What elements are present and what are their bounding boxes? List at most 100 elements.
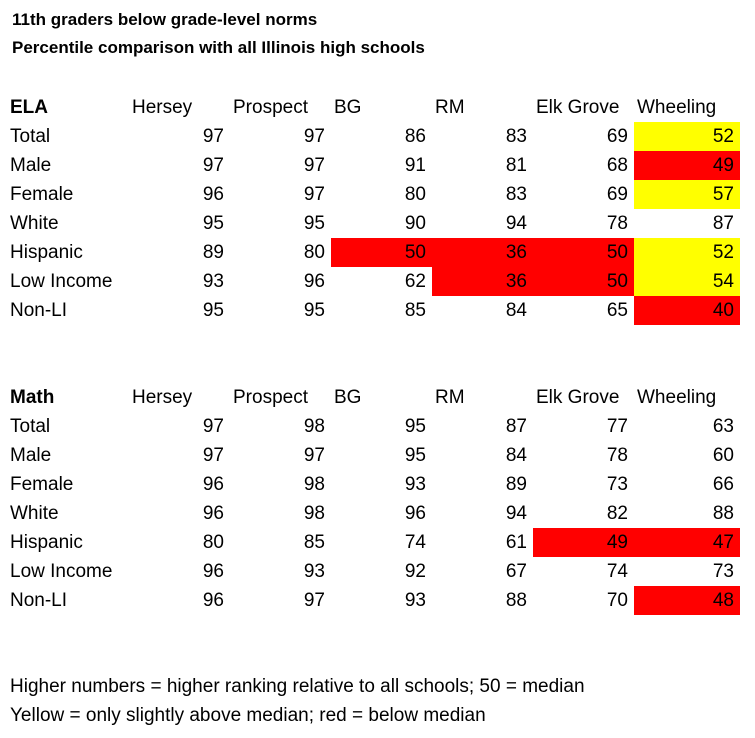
ela-male-wheeling-value: 49	[634, 151, 740, 180]
math-white-prospect-value: 98	[303, 502, 325, 524]
math-total-wheeling-value: 63	[712, 415, 734, 437]
ela-white-bg-value: 90	[404, 212, 426, 234]
ela-total-bg-value: 86	[404, 125, 426, 147]
math-row-label-total: Total	[10, 415, 51, 437]
math-low-income-bg-value: 92	[404, 560, 426, 582]
ela-total-prospect-value: 97	[303, 125, 325, 147]
ela-total-elk-grove-value: 69	[606, 125, 628, 147]
ela-column-header-bg: BG	[334, 96, 362, 118]
ela-hispanic-hersey-value: 89	[202, 241, 224, 263]
math-row-label-male: Male	[10, 444, 52, 466]
ela-row-label-low-income: Low Income	[10, 270, 113, 292]
title-line-1: 11th graders below grade-level norms	[12, 10, 318, 29]
math-total-elk-grove-value: 77	[606, 415, 628, 437]
math-column-header-elk-grove: Elk Grove	[536, 386, 620, 408]
math-male-prospect-value: 97	[303, 444, 325, 466]
ela-row-label-non-li: Non-LI	[10, 299, 68, 321]
ela-male-prospect-value: 97	[303, 154, 325, 176]
ela-low-income-hersey-value: 93	[202, 270, 224, 292]
ela-total-hersey-value: 97	[202, 125, 224, 147]
ela-row-label-total: Total	[10, 125, 51, 147]
ela-white-hersey-value: 95	[202, 212, 224, 234]
ela-hispanic-prospect-value: 80	[303, 241, 325, 263]
math-hispanic-wheeling-value: 47	[634, 528, 740, 557]
math-row-label-low-income: Low Income	[10, 560, 113, 582]
ela-male-rm-value: 81	[505, 154, 527, 176]
ela-non-li-bg-value: 85	[404, 299, 426, 321]
math-row-label-female: Female	[10, 473, 74, 495]
ela-hispanic-rm-value: 36	[432, 238, 533, 267]
ela-low-income-bg-value: 62	[404, 270, 426, 292]
ela-male-bg-value: 91	[404, 154, 426, 176]
math-low-income-rm-value: 67	[505, 560, 527, 582]
math-male-wheeling-value: 60	[712, 444, 734, 466]
math-non-li-elk-grove-value: 70	[606, 589, 628, 611]
ela-table: ELA Hersey Prospect BG RM Elk Grove Wheeling To…	[0, 93, 740, 325]
math-hispanic-hersey-value: 80	[202, 531, 224, 553]
math-non-li-rm-value: 88	[505, 589, 527, 611]
ela-white-rm-value: 94	[505, 212, 527, 234]
ela-non-li-elk-grove-value: 65	[606, 299, 628, 321]
ela-hispanic-wheeling-value: 52	[634, 238, 740, 267]
math-hispanic-prospect-value: 85	[303, 531, 325, 553]
math-white-elk-grove-value: 82	[606, 502, 628, 524]
math-female-prospect-value: 98	[303, 473, 325, 495]
math-non-li-prospect-value: 97	[303, 589, 325, 611]
ela-row-label-white: White	[10, 212, 59, 234]
ela-non-li-rm-value: 84	[505, 299, 527, 321]
math-low-income-wheeling-value: 73	[712, 560, 734, 582]
math-row-label-non-li: Non-LI	[10, 589, 68, 611]
ela-female-elk-grove-value: 69	[606, 183, 628, 205]
math-column-header-rm: RM	[435, 386, 465, 408]
math-hispanic-elk-grove-value: 49	[533, 528, 634, 557]
math-low-income-hersey-value: 96	[202, 560, 224, 582]
ela-male-hersey-value: 97	[202, 154, 224, 176]
math-row-label-hispanic: Hispanic	[10, 531, 83, 553]
ela-white-wheeling-value: 87	[712, 212, 734, 234]
ela-column-header-hersey: Hersey	[132, 96, 193, 118]
math-male-elk-grove-value: 78	[606, 444, 628, 466]
math-female-wheeling-value: 66	[712, 473, 734, 495]
ela-row-label-female: Female	[10, 183, 74, 205]
ela-column-header-prospect: Prospect	[233, 96, 308, 118]
ela-column-header-wheeling: Wheeling	[637, 96, 717, 118]
ela-row-label-male: Male	[10, 154, 52, 176]
ela-non-li-wheeling-value: 40	[634, 296, 740, 325]
math-male-hersey-value: 97	[202, 444, 224, 466]
math-male-rm-value: 84	[505, 444, 527, 466]
math-female-hersey-value: 96	[202, 473, 224, 495]
ela-female-prospect-value: 97	[303, 183, 325, 205]
ela-section-label: ELA	[10, 96, 48, 118]
ela-column-header-rm: RM	[435, 96, 465, 118]
ela-low-income-rm-value: 36	[432, 267, 533, 296]
math-column-header-hersey: Hersey	[132, 386, 193, 408]
math-female-rm-value: 89	[505, 473, 527, 495]
ela-white-prospect-value: 95	[303, 212, 325, 234]
math-non-li-bg-value: 93	[404, 589, 426, 611]
ela-non-li-hersey-value: 95	[202, 299, 224, 321]
math-total-prospect-value: 98	[303, 415, 325, 437]
ela-total-rm-value: 83	[505, 125, 527, 147]
ela-female-wheeling-value: 57	[634, 180, 740, 209]
math-row-label-white: White	[10, 502, 59, 524]
ela-column-header-elk-grove: Elk Grove	[536, 96, 620, 118]
math-column-header-wheeling: Wheeling	[637, 386, 717, 408]
ela-row-label-hispanic: Hispanic	[10, 241, 83, 263]
math-white-hersey-value: 96	[202, 502, 224, 524]
ela-total-wheeling-value: 52	[634, 122, 740, 151]
ela-low-income-wheeling-value: 54	[634, 267, 740, 296]
math-column-header-prospect: Prospect	[233, 386, 308, 408]
ela-hispanic-elk-grove-value: 50	[533, 238, 634, 267]
math-hispanic-rm-value: 61	[505, 531, 527, 553]
math-white-bg-value: 96	[404, 502, 426, 524]
math-non-li-hersey-value: 96	[202, 589, 224, 611]
math-section-label: Math	[10, 386, 55, 408]
math-non-li-wheeling-value: 48	[634, 586, 740, 615]
ela-female-hersey-value: 96	[202, 183, 224, 205]
footnote-line-1: Higher numbers = higher ranking relative…	[10, 676, 585, 697]
ela-non-li-prospect-value: 95	[303, 299, 325, 321]
math-total-hersey-value: 97	[202, 415, 224, 437]
math-white-rm-value: 94	[505, 502, 527, 524]
math-table: Math Hersey Prospect BG RM Elk Grove Wheeling T…	[0, 383, 740, 615]
ela-female-rm-value: 83	[505, 183, 527, 205]
